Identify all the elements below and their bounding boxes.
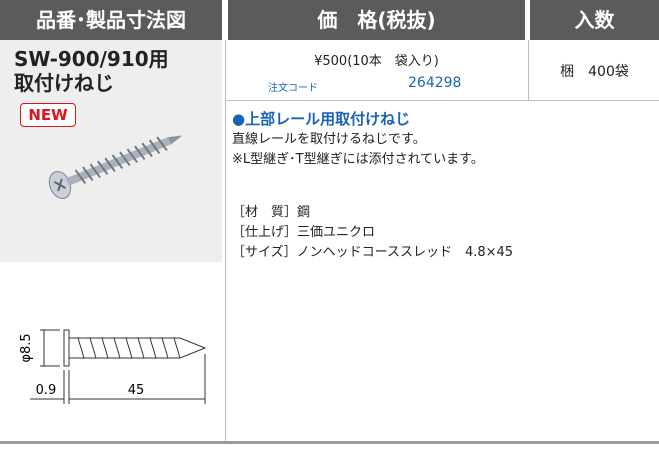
description: 直線レールを取付けるねじです。 ※L型継ぎ･T型継ぎには添付されています。 [232,130,484,170]
order-code-label: 注文コード [268,83,318,94]
bottom-rule [0,441,659,444]
header-cell: 品番･製品寸法図 [0,0,222,40]
description-line: 直線レールを取付けるねじです。 [232,132,426,147]
order-code: 264298 [408,75,462,91]
dimension-label: φ8.5 [19,333,34,362]
dimension-label: 45 [128,383,145,398]
screw-photo [48,135,183,200]
price: ¥500(10本 袋入り) [314,54,439,69]
description-line: ※L型継ぎ･T型継ぎには添付されています。 [232,152,484,167]
product-name: SW-900/910用 取付けねじ [14,47,169,95]
dimension-drawing: φ8.5 0.9 45 [19,329,207,404]
quantity: 梱 400袋 [560,64,629,80]
product-name-line: SW-900/910用 [14,47,169,71]
spec-line: ［仕上げ］三価ユニクロ [232,225,376,240]
specs: ［材 質］鋼 ［仕上げ］三価ユニクロ ［サイズ］ノンヘッドコーススレッド 4.8… [232,203,513,263]
description-title: ●上部レール用取付けねじ [232,110,411,128]
new-badge: NEW [20,103,76,127]
product-name-line: 取付けねじ [14,71,114,95]
dimension-label: 0.9 [36,383,57,398]
divider [226,100,659,101]
divider [528,40,529,100]
divider [225,40,226,442]
header-cell: 価 格(税抜) [228,0,525,40]
spec-line: ［サイズ］ノンヘッドコーススレッド 4.8×45 [232,245,514,260]
spec-line: ［材 質］鋼 [232,205,311,220]
product-panel [0,40,222,262]
header-cell: 入数 [530,0,659,40]
